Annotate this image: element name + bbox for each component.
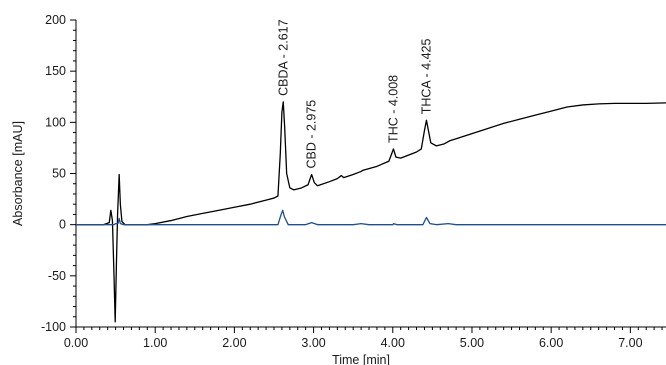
peak-label: CBD - 2.975 <box>305 100 319 169</box>
x-axis-label: Time [min] <box>332 353 390 365</box>
x-tick-label: 7.00 <box>618 336 642 350</box>
x-tick-label: 3.00 <box>301 336 325 350</box>
y-tick-label: 0 <box>59 218 66 232</box>
y-tick-label: 50 <box>52 167 66 181</box>
peak-label: THC - 4.008 <box>386 75 400 143</box>
series-layer <box>76 101 666 323</box>
x-tick-label: 4.00 <box>381 336 405 350</box>
peak-label: THCA - 4.425 <box>419 39 433 115</box>
peak-annotations: CBDA - 2.617 CBD - 2.975 THC - 4.008 THCA -… <box>276 19 433 168</box>
y-tick-label: 100 <box>45 115 66 129</box>
series-line-2 <box>76 209 666 226</box>
series-line-1 <box>76 101 666 323</box>
x-tick-label: 6.00 <box>539 336 563 350</box>
x-tick-label: 2.00 <box>222 336 246 350</box>
y-tick-label: -100 <box>41 320 66 334</box>
peak-label: CBDA - 2.617 <box>276 19 290 95</box>
y-axis: -100 -50 0 50 100 150 200 <box>41 13 77 334</box>
y-tick-label: 200 <box>45 13 66 27</box>
y-axis-label: Absorbance [mAU] <box>11 121 25 226</box>
y-tick-label: 150 <box>45 64 66 78</box>
y-tick-label: -50 <box>48 269 66 283</box>
x-tick-label: 5.00 <box>460 336 484 350</box>
x-axis: 0.00 1.00 2.00 3.00 4.00 5.00 6.00 7.00 <box>64 326 666 350</box>
x-tick-label: 1.00 <box>143 336 167 350</box>
x-tick-label: 0.00 <box>64 336 88 350</box>
